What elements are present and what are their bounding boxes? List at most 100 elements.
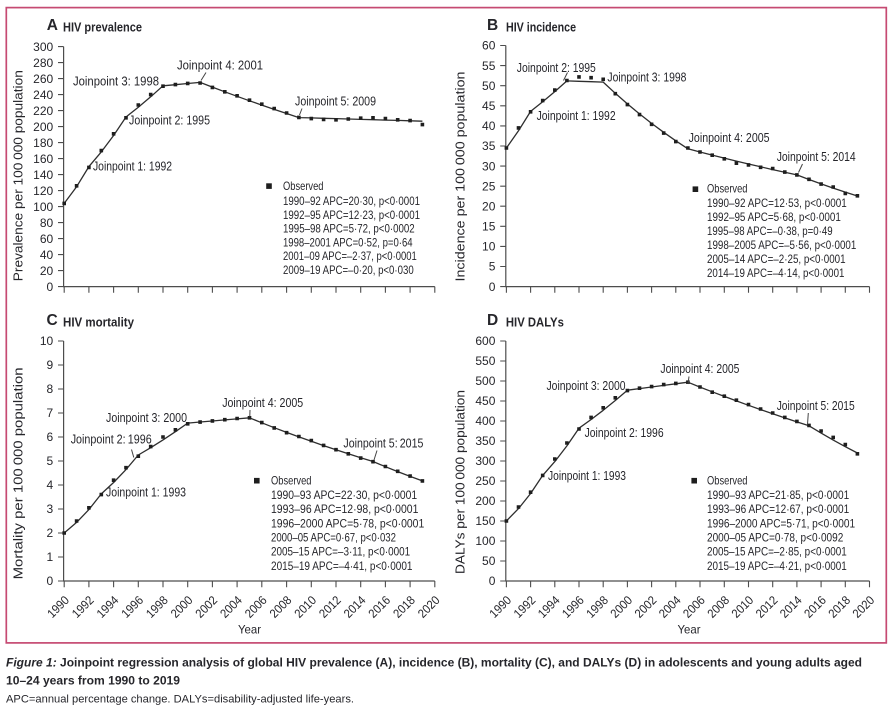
- svg-text:Joinpoint 3: 2000: Joinpoint 3: 2000: [106, 411, 187, 425]
- svg-text:1990–93 APC=21·85, p<0·0001: 1990–93 APC=21·85, p<0·0001: [707, 488, 849, 502]
- svg-text:240: 240: [33, 88, 53, 102]
- svg-text:Joinpoint 3: 2000: Joinpoint 3: 2000: [547, 379, 626, 393]
- svg-text:9: 9: [47, 358, 54, 372]
- svg-text:Joinpoint 2: 1995: Joinpoint 2: 1995: [517, 61, 596, 75]
- svg-text:100: 100: [33, 200, 53, 214]
- svg-text:150: 150: [475, 514, 495, 528]
- svg-text:0: 0: [489, 574, 496, 588]
- svg-text:HIV mortality: HIV mortality: [63, 314, 135, 329]
- svg-text:Observed: Observed: [271, 474, 312, 488]
- svg-text:2: 2: [47, 526, 54, 540]
- svg-text:140: 140: [33, 168, 53, 182]
- svg-text:3: 3: [47, 502, 54, 516]
- svg-text:1990–92 APC=12·53, p<0·0001: 1990–92 APC=12·53, p<0·0001: [707, 196, 847, 210]
- svg-text:15: 15: [482, 220, 496, 234]
- svg-text:8: 8: [47, 382, 54, 396]
- svg-text:Incidence per 100 000 populati: Incidence per 100 000 population: [453, 71, 468, 281]
- svg-text:1996–2000 APC=5·71, p<0·0001: 1996–2000 APC=5·71, p<0·0001: [707, 516, 855, 530]
- svg-text:300: 300: [33, 40, 53, 54]
- svg-text:300: 300: [475, 454, 495, 468]
- svg-text:Joinpoint 3: 1998: Joinpoint 3: 1998: [607, 71, 686, 85]
- svg-text:400: 400: [475, 414, 495, 428]
- svg-text:1995–98 APC=–0·38, p=0·49: 1995–98 APC=–0·38, p=0·49: [707, 224, 833, 238]
- svg-text:50: 50: [482, 79, 496, 93]
- svg-text:Joinpoint 1: 1992: Joinpoint 1: 1992: [93, 160, 172, 174]
- svg-text:Joinpoint 5: 2009: Joinpoint 5: 2009: [295, 95, 376, 109]
- svg-text:80: 80: [40, 216, 54, 230]
- svg-text:2005–14 APC=–2·25, p<0·0001: 2005–14 APC=–2·25, p<0·0001: [707, 252, 846, 266]
- svg-text:6: 6: [47, 430, 54, 444]
- svg-text:1993–96 APC=12·67, p<0·0001: 1993–96 APC=12·67, p<0·0001: [707, 502, 849, 516]
- svg-text:30: 30: [482, 159, 496, 173]
- svg-text:0: 0: [47, 280, 54, 294]
- svg-text:Year: Year: [238, 623, 261, 637]
- svg-text:550: 550: [475, 354, 495, 368]
- svg-text:5: 5: [489, 260, 496, 274]
- svg-text:2001–09 APC=–2·37, p<0·0001: 2001–09 APC=–2·37, p<0·0001: [283, 249, 417, 263]
- svg-text:55: 55: [482, 59, 496, 73]
- svg-text:45: 45: [482, 99, 496, 113]
- svg-text:Joinpoint 2: 1995: Joinpoint 2: 1995: [129, 114, 210, 128]
- svg-text:Joinpoint 5: 2015: Joinpoint 5: 2015: [777, 399, 855, 413]
- svg-text:60: 60: [482, 39, 496, 53]
- svg-text:Joinpoint 5: 2014: Joinpoint 5: 2014: [777, 150, 856, 164]
- svg-text:HIV prevalence: HIV prevalence: [63, 19, 142, 34]
- svg-text:10: 10: [40, 334, 54, 348]
- svg-text:APC=annual percentage change.: APC=annual percentage change. DALYs=disa…: [6, 694, 354, 706]
- svg-text:250: 250: [475, 474, 495, 488]
- svg-text:1995–98 APC=5·72, p<0·0002: 1995–98 APC=5·72, p<0·0002: [283, 222, 415, 236]
- svg-text:C: C: [47, 312, 58, 329]
- svg-text:260: 260: [33, 72, 53, 86]
- svg-text:Prevalence per 100 000 populat: Prevalence per 100 000 population: [11, 70, 26, 281]
- svg-text:Figure 1: Joinpoint regression: Figure 1: Joinpoint regression analysis …: [6, 657, 862, 669]
- svg-text:1990–92 APC=20·30, p<0·0001: 1990–92 APC=20·30, p<0·0001: [283, 194, 420, 208]
- svg-text:500: 500: [475, 374, 495, 388]
- svg-text:2000–05 APC=0·67, p<0·032: 2000–05 APC=0·67, p<0·032: [271, 531, 396, 545]
- svg-text:1993–96 APC=12·98, p<0·0001: 1993–96 APC=12·98, p<0·0001: [271, 502, 419, 516]
- svg-text:2005–15 APC=–2·85, p<0·0001: 2005–15 APC=–2·85, p<0·0001: [707, 545, 847, 559]
- svg-text:2000–05 APC=0·78, p<0·0092: 2000–05 APC=0·78, p<0·0092: [707, 531, 844, 545]
- svg-text:450: 450: [475, 394, 495, 408]
- svg-text:Joinpoint 1: 1993: Joinpoint 1: 1993: [106, 486, 186, 500]
- svg-text:350: 350: [475, 434, 495, 448]
- svg-text:120: 120: [33, 184, 53, 198]
- svg-text:2009–19 APC=–0·20, p<0·030: 2009–19 APC=–0·20, p<0·030: [283, 263, 414, 277]
- svg-text:20: 20: [482, 199, 496, 213]
- svg-text:Joinpoint 4: 2001: Joinpoint 4: 2001: [177, 59, 263, 73]
- svg-text:Joinpoint 3: 1998: Joinpoint 3: 1998: [73, 75, 159, 89]
- svg-text:160: 160: [33, 152, 53, 166]
- svg-text:40: 40: [40, 248, 54, 262]
- svg-text:600: 600: [475, 334, 495, 348]
- svg-text:D: D: [487, 312, 498, 329]
- svg-text:5: 5: [47, 454, 54, 468]
- svg-text:1: 1: [47, 550, 54, 564]
- svg-text:Joinpoint 1: 1992: Joinpoint 1: 1992: [537, 109, 616, 123]
- svg-text:1998–2001 APC=0·52, p=0·64: 1998–2001 APC=0·52, p=0·64: [283, 235, 413, 249]
- svg-text:50: 50: [482, 554, 496, 568]
- svg-text:HIV DALYs: HIV DALYs: [506, 314, 564, 329]
- svg-text:2015–19 APC=–4·21, p<0·0001: 2015–19 APC=–4·21, p<0·0001: [707, 559, 847, 573]
- svg-text:180: 180: [33, 136, 53, 150]
- svg-text:Joinpoint 2: 1996: Joinpoint 2: 1996: [71, 433, 152, 447]
- svg-text:1996–2000 APC=5·78, p<0·0001: 1996–2000 APC=5·78, p<0·0001: [271, 516, 425, 530]
- svg-text:Joinpoint 1: 1993: Joinpoint 1: 1993: [548, 469, 626, 483]
- svg-text:Year: Year: [678, 623, 701, 637]
- svg-text:Mortality per 100 000 populati: Mortality per 100 000 population: [11, 367, 26, 579]
- svg-text:HIV incidence: HIV incidence: [506, 19, 576, 34]
- svg-text:Observed: Observed: [707, 182, 748, 196]
- svg-text:10: 10: [482, 240, 496, 254]
- svg-text:Joinpoint 2: 1996: Joinpoint 2: 1996: [585, 426, 664, 440]
- svg-text:7: 7: [47, 406, 54, 420]
- svg-text:2005–15 APC=–3·11, p<0·0001: 2005–15 APC=–3·11, p<0·0001: [271, 545, 410, 559]
- svg-text:Joinpoint 4: 2005: Joinpoint 4: 2005: [689, 131, 770, 145]
- svg-text:0: 0: [489, 280, 496, 294]
- svg-text:20: 20: [40, 264, 54, 278]
- svg-text:10–24 years from 1990 to 2019: 10–24 years from 1990 to 2019: [6, 675, 180, 687]
- svg-text:35: 35: [482, 139, 496, 153]
- svg-text:220: 220: [33, 104, 53, 118]
- svg-text:60: 60: [40, 232, 54, 246]
- svg-text:Joinpoint 4: 2005: Joinpoint 4: 2005: [660, 362, 739, 376]
- svg-text:1992–95 APC=5·68, p<0·0001: 1992–95 APC=5·68, p<0·0001: [707, 210, 841, 224]
- svg-text:200: 200: [475, 494, 495, 508]
- svg-text:200: 200: [33, 120, 53, 134]
